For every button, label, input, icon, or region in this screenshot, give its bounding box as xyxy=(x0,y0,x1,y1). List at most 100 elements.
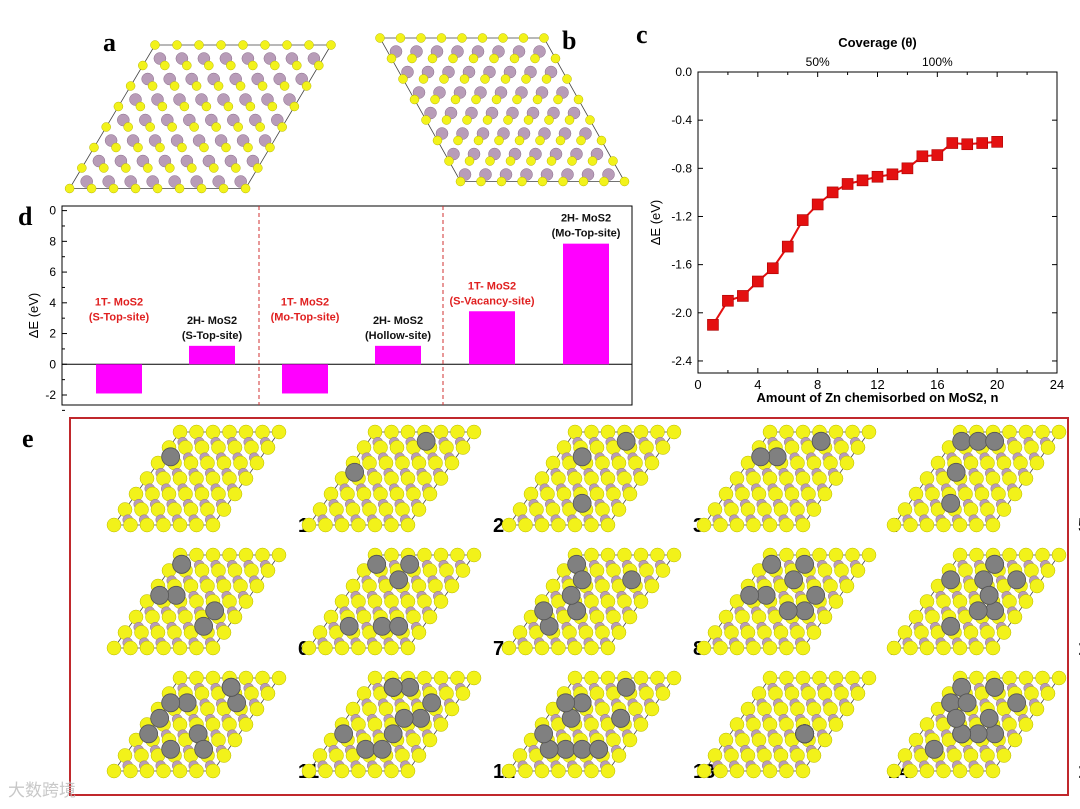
structure-6: 6 xyxy=(106,547,309,660)
sulfur-atom xyxy=(718,609,734,625)
sulfur-atom xyxy=(205,471,221,486)
zinc-atom xyxy=(194,739,214,759)
sulfur-atom xyxy=(925,609,940,625)
structure-13: 13 xyxy=(501,670,715,783)
sulfur-atom xyxy=(464,156,475,166)
sulfur-atom xyxy=(622,609,638,625)
sulfur-atom xyxy=(121,163,131,173)
sulfur-atom xyxy=(157,101,168,112)
sulfur-atom xyxy=(271,670,287,686)
sulfur-atom xyxy=(746,763,761,779)
sulfur-atom xyxy=(518,763,533,779)
sulfur-atom xyxy=(101,122,111,132)
sulfur-atom xyxy=(428,578,443,594)
zinc-atom xyxy=(372,739,392,759)
zinc-atom xyxy=(345,462,365,482)
sulfur-atom xyxy=(801,686,816,701)
sulfur-atom xyxy=(666,547,682,563)
panel-d-bar-chart: 0 8 6 4 2 0 -2 ΔE (eV) 1T- MoS2 (S-Top-site) 2H- M… xyxy=(26,204,633,411)
zinc-atom xyxy=(572,570,592,590)
sulfur-atom xyxy=(666,424,682,440)
zinc-atom xyxy=(756,585,776,605)
sulfur-atom xyxy=(551,640,566,656)
sulfur-atom xyxy=(707,625,723,640)
sulfur-atom xyxy=(340,486,355,502)
sulfur-atom xyxy=(666,670,682,686)
data-point xyxy=(722,294,734,307)
sulfur-atom xyxy=(628,701,643,717)
sulfur-atom xyxy=(718,732,734,748)
sulfur-atom xyxy=(834,563,849,578)
sulfur-atom xyxy=(606,563,621,578)
data-point xyxy=(737,290,749,302)
sulfur-atom xyxy=(713,640,728,656)
sulfur-atom xyxy=(384,763,399,779)
sulfur-atom xyxy=(221,142,231,153)
sulfur-atom xyxy=(345,578,361,594)
structure-3: 3 xyxy=(501,424,704,537)
zinc-atom xyxy=(561,585,581,605)
top-axis-title: Coverage (θ) xyxy=(838,35,917,50)
y-tick-label: 0 xyxy=(49,204,56,218)
sulfur-atom xyxy=(823,701,838,717)
zinc-atom xyxy=(400,554,420,574)
zinc-atom xyxy=(957,693,977,713)
sulfur-atom xyxy=(189,122,199,132)
sulfur-atom xyxy=(172,517,188,533)
bar xyxy=(96,364,142,394)
sulfur-atom xyxy=(422,486,438,502)
sulfur-atom xyxy=(969,471,984,486)
sulfur-atom xyxy=(740,701,756,717)
sulfur-atom xyxy=(546,156,557,166)
sulfur-atom xyxy=(177,142,187,153)
sulfur-atom xyxy=(194,486,210,502)
sulfur-atom xyxy=(509,53,520,64)
sulfur-atom xyxy=(556,440,572,455)
sulfur-atom xyxy=(969,547,984,563)
structure-8: 8 xyxy=(501,547,704,660)
sulfur-atom xyxy=(216,455,232,471)
sulfur-atom xyxy=(468,53,479,64)
bar-label-line1: 1T- MoS2 xyxy=(468,280,516,292)
sulfur-atom xyxy=(489,53,499,64)
sulfur-atom xyxy=(963,455,979,471)
sulfur-atom xyxy=(86,183,97,194)
zinc-atom xyxy=(985,554,1005,574)
sulfur-atom xyxy=(773,625,789,640)
sulfur-atom xyxy=(886,640,902,656)
sulfur-atom xyxy=(179,101,190,112)
sulfur-atom xyxy=(421,115,431,125)
sulfur-atom xyxy=(156,763,171,779)
x-tick-label: 24 xyxy=(1050,377,1064,392)
zinc-atom xyxy=(616,677,636,697)
sulfur-atom xyxy=(255,547,270,563)
sulfur-atom xyxy=(233,455,248,471)
zinc-atom xyxy=(172,554,192,574)
sulfur-atom xyxy=(226,60,236,71)
zinc-atom xyxy=(778,601,798,621)
sulfur-atom xyxy=(828,717,844,732)
sulfur-atom xyxy=(707,502,723,517)
sulfur-atom xyxy=(167,502,182,517)
zinc-atom xyxy=(383,677,403,697)
sulfur-atom xyxy=(243,142,253,153)
sulfur-atom xyxy=(211,440,226,455)
sulfur-atom xyxy=(735,609,750,625)
bar xyxy=(282,364,328,394)
sulfur-atom xyxy=(773,502,789,517)
sulfur-atom xyxy=(599,176,609,187)
sulfur-atom xyxy=(919,763,935,779)
sulfur-atom xyxy=(182,60,192,71)
sulfur-atom xyxy=(218,183,229,194)
sulfur-atom xyxy=(135,101,146,112)
sulfur-atom xyxy=(161,486,177,502)
zinc-atom xyxy=(572,739,592,759)
sulfur-atom xyxy=(172,40,182,50)
sulfur-atom xyxy=(751,732,767,748)
sulfur-atom xyxy=(172,640,188,656)
zinc-atom xyxy=(194,616,214,636)
sulfur-atom xyxy=(589,609,605,625)
sulfur-atom xyxy=(113,101,124,112)
sulfur-atom xyxy=(897,502,913,517)
sulfur-atom xyxy=(914,502,929,517)
